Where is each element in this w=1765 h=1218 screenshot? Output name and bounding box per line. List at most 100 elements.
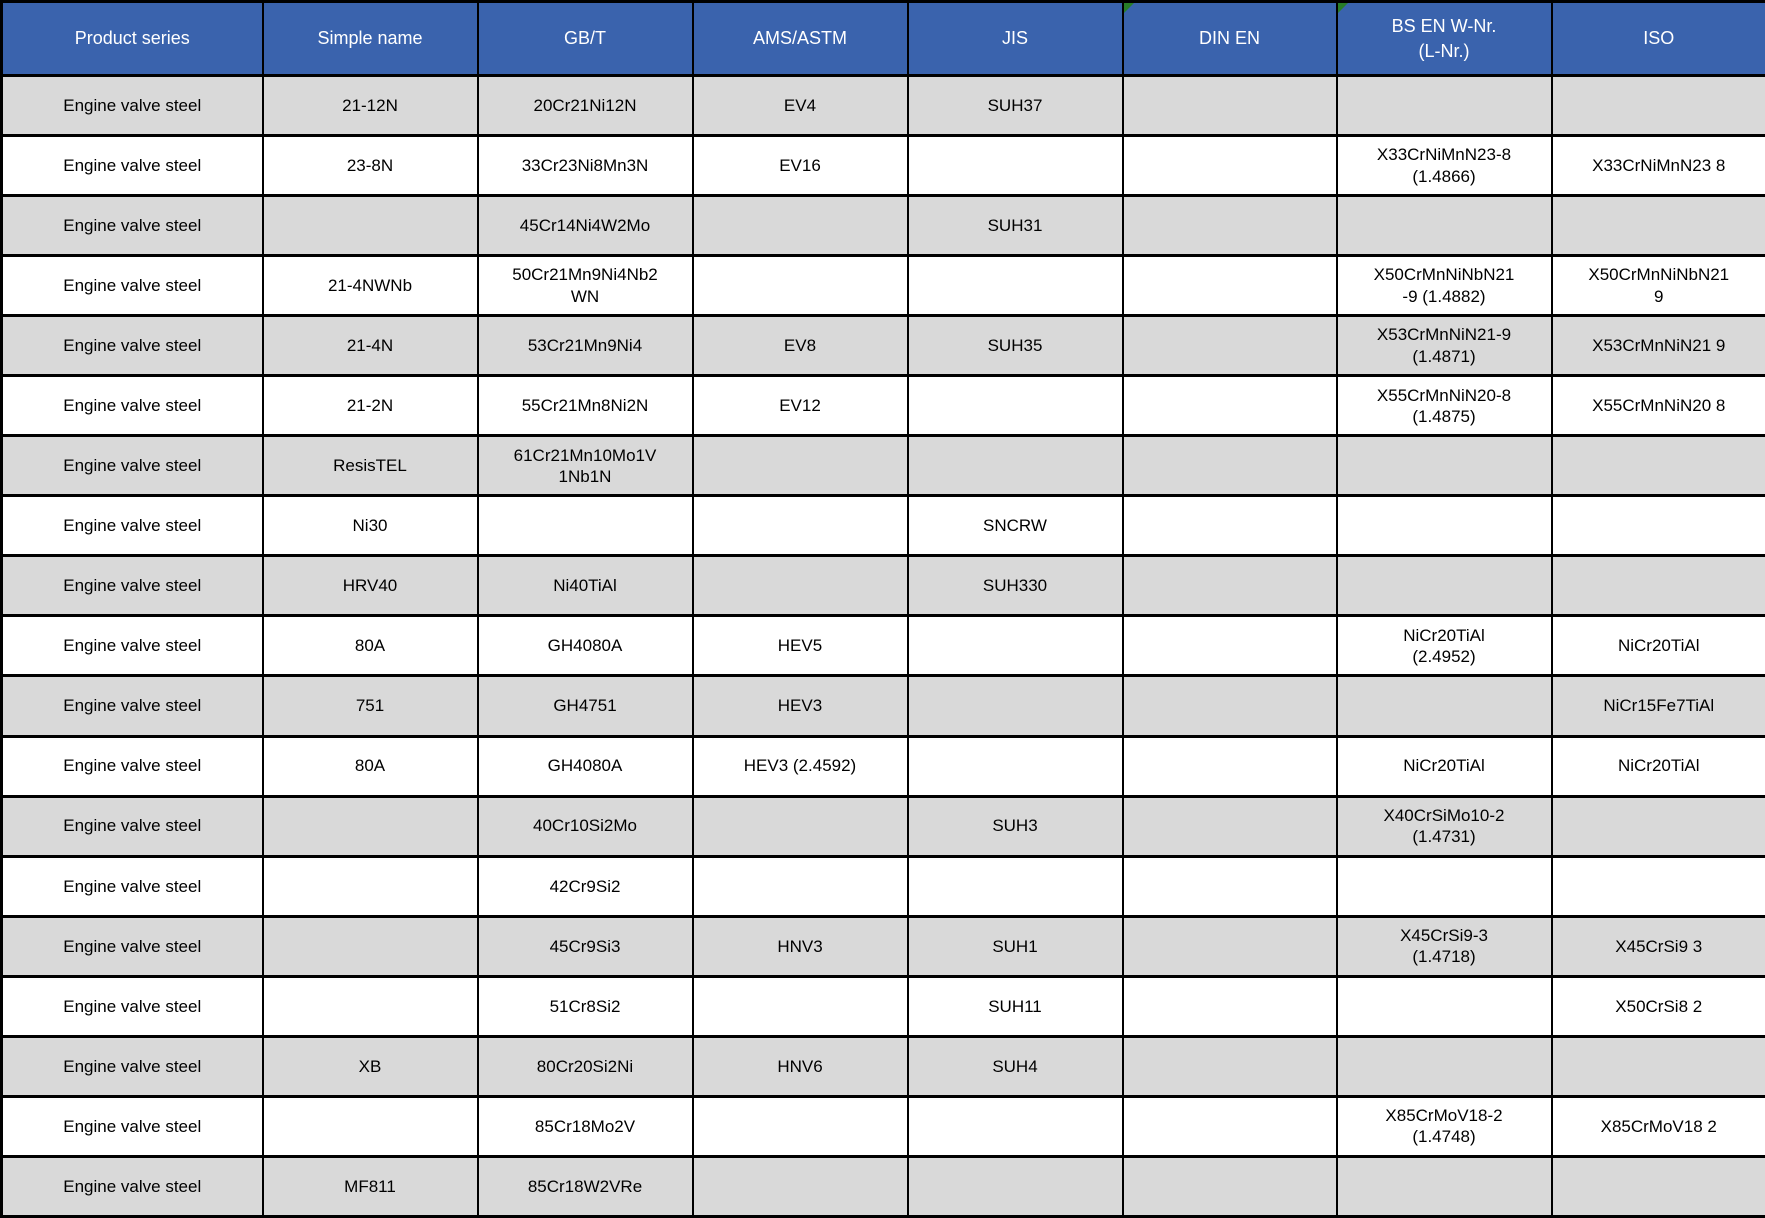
- cell-jis: [906, 854, 1124, 918]
- cell-simple-name: 21-2N: [261, 374, 479, 438]
- cell-simple-name: [261, 854, 479, 918]
- cell-product-series: Engine valve steel: [0, 794, 264, 858]
- table-row: Engine valve steel 80A GH4080A HEV3 (2.4592…: [0, 734, 1765, 798]
- cell-simple-name: 23-8N: [261, 134, 479, 198]
- cell-iso: X50CrSi8 2: [1550, 974, 1765, 1038]
- cell-din-en: [1121, 974, 1338, 1038]
- column-header-product-series: Product series: [0, 0, 264, 77]
- column-header-label: BS EN W-Nr. (L-Nr.): [1391, 16, 1497, 61]
- column-header-iso: ISO: [1550, 0, 1765, 77]
- cell-jis: SUH4: [906, 1034, 1124, 1098]
- cell-simple-name: [261, 1094, 479, 1158]
- cell-ams-astm: [691, 554, 909, 618]
- cell-ams-astm: [691, 1094, 909, 1158]
- cell-simple-name: 751: [261, 674, 479, 738]
- cell-product-series: Engine valve steel: [0, 1034, 264, 1098]
- cell-iso: [1550, 854, 1765, 918]
- cell-gbt: 50Cr21Mn9Ni4Nb2 WN: [476, 254, 694, 318]
- cell-din-en: [1121, 194, 1338, 258]
- cell-iso: [1550, 434, 1765, 498]
- table-row: Engine valve steel Ni30 SNCRW: [0, 494, 1765, 558]
- table-row: Engine valve steel 80A GH4080A HEV5 NiCr20Ti…: [0, 614, 1765, 678]
- cell-jis: [906, 614, 1124, 678]
- cell-din-en: [1121, 794, 1338, 858]
- cell-jis: [906, 254, 1124, 318]
- cell-gbt: 45Cr9Si3: [476, 914, 694, 978]
- table-body: Engine valve steel 21-12N 20Cr21Ni12N EV4 SU…: [0, 73, 1765, 1218]
- cell-iso: [1550, 194, 1765, 258]
- cell-simple-name: Ni30: [261, 494, 479, 558]
- cell-ams-astm: [691, 974, 909, 1038]
- cell-din-en: [1121, 374, 1338, 438]
- table-row: Engine valve steel XB 80Cr20Si2Ni HNV6 SUH4: [0, 1034, 1765, 1098]
- table-row: Engine valve steel 23-8N 33Cr23Ni8Mn3N EV16…: [0, 134, 1765, 198]
- cell-jis: SNCRW: [906, 494, 1124, 558]
- cell-gbt: 20Cr21Ni12N: [476, 73, 694, 138]
- cell-ams-astm: [691, 254, 909, 318]
- cell-ams-astm: HNV6: [691, 1034, 909, 1098]
- cell-ams-astm: [691, 194, 909, 258]
- cell-bs-en-w-nr: [1335, 494, 1553, 558]
- cell-bs-en-w-nr: [1335, 674, 1553, 738]
- cell-simple-name: ResisTEL: [261, 434, 479, 498]
- table-row: Engine valve steel 21-4N 53Cr21Mn9Ni4 EV8 SU…: [0, 314, 1765, 378]
- cell-bs-en-w-nr: [1335, 974, 1553, 1038]
- cell-product-series: Engine valve steel: [0, 854, 264, 918]
- cell-gbt: GH4080A: [476, 614, 694, 678]
- column-header-label: DIN EN: [1198, 28, 1260, 49]
- cell-ams-astm: HNV3: [691, 914, 909, 978]
- cell-jis: SUH3: [906, 794, 1124, 858]
- cell-din-en: [1121, 434, 1338, 498]
- column-header-label: JIS: [1001, 28, 1028, 49]
- table-row: Engine valve steel ResisTEL 61Cr21Mn10Mo1V…: [0, 434, 1765, 498]
- table-row: Engine valve steel 40Cr10Si2Mo SUH3 X40CrSi…: [0, 794, 1765, 858]
- cell-gbt: 42Cr9Si2: [476, 854, 694, 918]
- cell-ams-astm: HEV5: [691, 614, 909, 678]
- cell-bs-en-w-nr: [1335, 854, 1553, 918]
- cell-ams-astm: [691, 854, 909, 918]
- cell-din-en: [1121, 314, 1338, 378]
- cell-product-series: Engine valve steel: [0, 134, 264, 198]
- cell-jis: [906, 374, 1124, 438]
- cell-iso: X50CrMnNiNbN21 9: [1550, 254, 1765, 318]
- cell-ams-astm: [691, 494, 909, 558]
- cell-simple-name: HRV40: [261, 554, 479, 618]
- column-header-label: AMS/ASTM: [752, 28, 847, 49]
- cell-gbt: 55Cr21Mn8Ni2N: [476, 374, 694, 438]
- cell-product-series: Engine valve steel: [0, 314, 264, 378]
- cell-gbt: GH4751: [476, 674, 694, 738]
- cell-jis: SUH11: [906, 974, 1124, 1038]
- cell-bs-en-w-nr: X55CrMnNiN20-8 (1.4875): [1335, 374, 1553, 438]
- cell-jis: [906, 434, 1124, 498]
- cell-iso: X45CrSi9 3: [1550, 914, 1765, 978]
- table-header: Product series Simple name GB/T AMS/ASTM JIS…: [0, 0, 1765, 77]
- cell-iso: [1550, 494, 1765, 558]
- cell-bs-en-w-nr: [1335, 554, 1553, 618]
- cell-simple-name: [261, 194, 479, 258]
- cell-gbt: 61Cr21Mn10Mo1V 1Nb1N: [476, 434, 694, 498]
- cell-bs-en-w-nr: NiCr20TiAl: [1335, 734, 1553, 798]
- cell-jis: [906, 674, 1124, 738]
- cell-gbt: 85Cr18W2VRe: [476, 1154, 694, 1218]
- cell-jis: [906, 1094, 1124, 1158]
- cell-din-en: [1121, 73, 1338, 138]
- cell-jis: SUH31: [906, 194, 1124, 258]
- table-row: Engine valve steel 751 GH4751 HEV3 NiCr15Fe7…: [0, 674, 1765, 738]
- column-header-label: ISO: [1643, 28, 1675, 49]
- cell-simple-name: 21-4N: [261, 314, 479, 378]
- cell-bs-en-w-nr: NiCr20TiAl (2.4952): [1335, 614, 1553, 678]
- column-header-bs-en-w-nr: BS EN W-Nr. (L-Nr.): [1335, 0, 1553, 77]
- cell-simple-name: 80A: [261, 734, 479, 798]
- cell-iso: X85CrMoV18 2: [1550, 1094, 1765, 1158]
- cell-jis: SUH330: [906, 554, 1124, 618]
- cell-gbt: [476, 494, 694, 558]
- cell-product-series: Engine valve steel: [0, 374, 264, 438]
- cell-bs-en-w-nr: X45CrSi9-3 (1.4718): [1335, 914, 1553, 978]
- cell-gbt: Ni40TiAl: [476, 554, 694, 618]
- table-row: Engine valve steel MF811 85Cr18W2VRe: [0, 1154, 1765, 1218]
- cell-bs-en-w-nr: [1335, 73, 1553, 138]
- cell-bs-en-w-nr: X40CrSiMo10-2 (1.4731): [1335, 794, 1553, 858]
- cell-product-series: Engine valve steel: [0, 194, 264, 258]
